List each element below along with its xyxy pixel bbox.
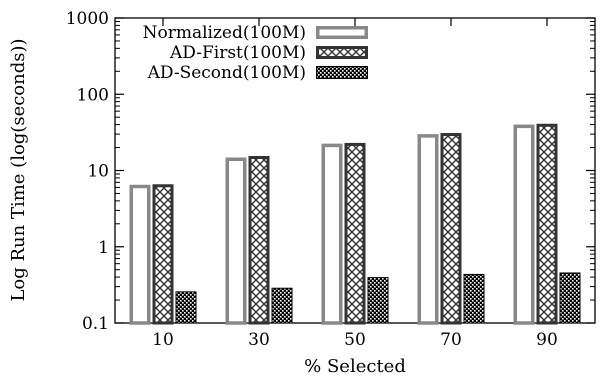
bar-ad-first-100m-90 xyxy=(536,123,558,325)
bar-ad-second-100m-70 xyxy=(463,273,485,324)
x-tick-label: 70 xyxy=(440,330,462,350)
bar-normalized-100m-50 xyxy=(321,143,343,325)
legend-label: AD-Second(100M) xyxy=(147,63,306,83)
y-tick-label: 1 xyxy=(98,238,109,258)
bar-ad-second-100m-30 xyxy=(271,287,293,324)
y-tick-label: 10 xyxy=(87,162,109,182)
legend-swatch xyxy=(316,26,368,39)
x-tick-label: 90 xyxy=(536,330,558,350)
bar-normalized-100m-30 xyxy=(225,157,247,325)
x-axis-label: % Selected xyxy=(304,356,406,377)
x-axis-ticks: 10 30 50 70 90 xyxy=(152,18,558,350)
bar-normalized-100m-70 xyxy=(417,134,439,325)
bar-ad-first-100m-30 xyxy=(248,155,270,325)
bar-ad-first-100m-70 xyxy=(440,133,462,325)
y-tick-label: 1000 xyxy=(66,9,109,29)
x-tick-label: 10 xyxy=(152,330,174,350)
x-tick-label: 30 xyxy=(248,330,270,350)
bars xyxy=(129,123,581,325)
bar-ad-first-100m-50 xyxy=(344,142,366,325)
bar-ad-first-100m-10 xyxy=(152,184,174,325)
legend: Normalized(100M)AD-First(100M)AD-Second(… xyxy=(143,23,368,83)
legend-label: AD-First(100M) xyxy=(169,43,306,63)
legend-swatch xyxy=(316,66,368,79)
y-tick-label: 0.1 xyxy=(82,314,109,334)
bar-ad-second-100m-90 xyxy=(559,272,581,324)
bar-normalized-100m-90 xyxy=(513,124,535,325)
x-tick-label: 50 xyxy=(344,330,366,350)
legend-swatch xyxy=(316,46,368,59)
bar-ad-second-100m-10 xyxy=(175,291,197,324)
legend-label: Normalized(100M) xyxy=(143,23,306,43)
y-axis-ticks: 0.1 1 10 100 1000 xyxy=(66,9,595,334)
bar-ad-second-100m-50 xyxy=(367,277,389,324)
bar-normalized-100m-10 xyxy=(129,184,151,325)
y-axis-label: Log Run Time (log(seconds)) xyxy=(8,38,29,301)
y-tick-label: 100 xyxy=(77,85,109,105)
